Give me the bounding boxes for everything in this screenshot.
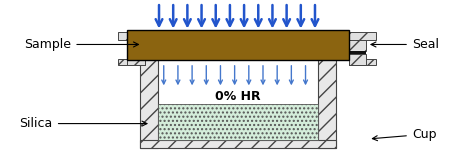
Bar <box>318 56 336 148</box>
Bar <box>118 59 146 65</box>
Bar <box>348 51 366 54</box>
Bar <box>348 59 376 65</box>
Bar <box>140 56 158 148</box>
Bar <box>158 104 318 140</box>
Text: Seal: Seal <box>371 38 439 51</box>
Text: Cup: Cup <box>373 128 437 141</box>
Text: Sample: Sample <box>24 38 138 51</box>
Bar <box>348 40 366 51</box>
Text: 0% HR: 0% HR <box>215 90 261 103</box>
Bar <box>128 40 146 51</box>
Bar <box>158 56 318 140</box>
Bar <box>348 32 376 40</box>
Bar <box>128 30 348 60</box>
Bar <box>128 54 146 65</box>
Bar <box>348 54 366 65</box>
Text: Silica: Silica <box>19 117 147 130</box>
Bar <box>128 51 146 54</box>
Bar <box>118 32 146 40</box>
Bar <box>140 140 336 148</box>
